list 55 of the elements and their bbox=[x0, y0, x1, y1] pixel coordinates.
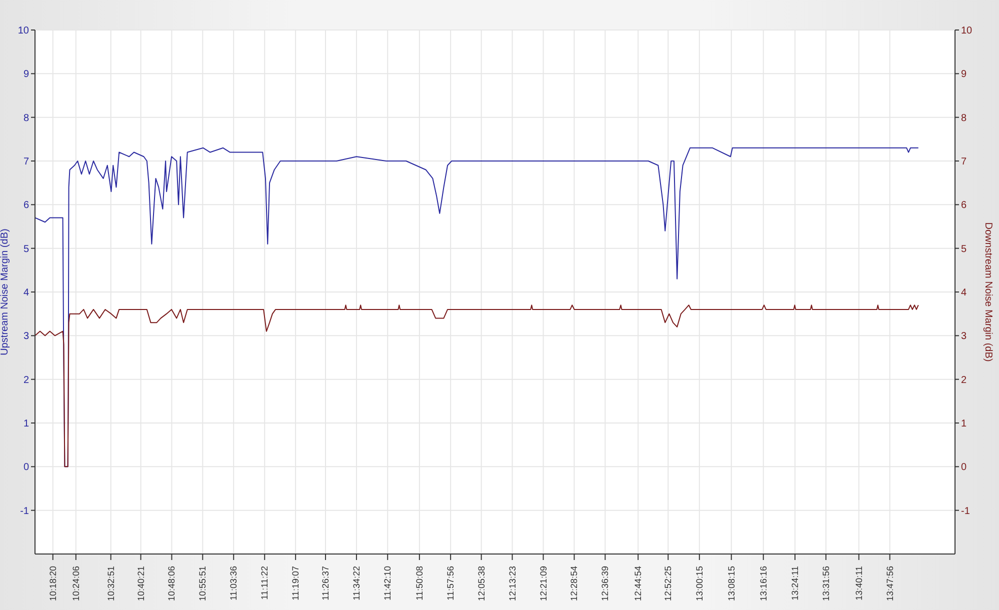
y2-tick-label: -1 bbox=[961, 506, 970, 517]
x-tick-label: 13:16:16 bbox=[758, 566, 768, 602]
y2-tick-label: 8 bbox=[961, 112, 967, 124]
x-tick-label: 12:13:23 bbox=[507, 566, 518, 602]
y-tick-label: -1 bbox=[20, 506, 30, 517]
y2-tick-label: 0 bbox=[961, 462, 967, 474]
x-tick-label: 12:05:38 bbox=[476, 566, 486, 602]
y2-tick-label: 6 bbox=[961, 200, 967, 212]
x-tick-label: 13:47:56 bbox=[884, 566, 895, 602]
y-tick-label: 2 bbox=[23, 374, 30, 386]
x-tick-label: 12:28:54 bbox=[569, 566, 580, 602]
x-tick-label: 13:00:15 bbox=[694, 566, 704, 602]
y-axis-title: Upstream Noise Margin (dB) bbox=[0, 228, 11, 356]
x-tick-label: 10:32:51 bbox=[106, 566, 116, 602]
y-tick-label: 7 bbox=[23, 156, 30, 168]
y-tick-label: 10 bbox=[18, 26, 30, 37]
y-tick-label: 0 bbox=[23, 462, 30, 474]
x-tick-label: 13:31:56 bbox=[820, 566, 831, 602]
y-tick-label: 5 bbox=[23, 244, 30, 255]
y-tick-label: 9 bbox=[23, 69, 30, 80]
y2-axis-title: Downstream Noise Margin (dB) bbox=[982, 222, 994, 362]
y2-tick-label: 5 bbox=[961, 244, 967, 255]
y2-tick-label: 1 bbox=[961, 418, 967, 430]
y-tick-label: 1 bbox=[23, 418, 30, 430]
y-tick-label: 3 bbox=[23, 331, 30, 342]
x-tick-label: 12:44:54 bbox=[633, 566, 644, 602]
x-tick-label: 11:19:07 bbox=[290, 566, 301, 600]
x-tick-label: 10:18:20 bbox=[48, 566, 58, 602]
y2-tick-label: 7 bbox=[961, 156, 967, 168]
x-tick-label: 12:52:25 bbox=[663, 566, 674, 602]
y2-tick-label: 9 bbox=[961, 69, 967, 80]
y-tick-label: 6 bbox=[23, 200, 30, 212]
x-tick-label: 11:11:22 bbox=[260, 566, 270, 600]
x-tick-label: 11:34:22 bbox=[351, 566, 362, 600]
x-tick-label: 11:42:10 bbox=[382, 566, 393, 600]
x-tick-label: 10:40:21 bbox=[136, 566, 146, 602]
x-tick-label: 11:57:56 bbox=[446, 566, 456, 600]
x-tick-label: 10:24:06 bbox=[70, 566, 81, 602]
x-tick-label: 12:36:39 bbox=[600, 566, 610, 602]
y2-tick-label: 10 bbox=[961, 26, 973, 37]
y-tick-label: 8 bbox=[23, 112, 30, 124]
y2-tick-label: 2 bbox=[961, 374, 967, 386]
x-tick-label: 13:40:11 bbox=[854, 566, 864, 600]
x-tick-label: 12:21:09 bbox=[538, 566, 548, 602]
x-tick-label: 11:26:37 bbox=[320, 566, 331, 600]
y2-tick-label: 3 bbox=[961, 331, 967, 342]
x-tick-label: 11:03:36 bbox=[228, 566, 239, 600]
x-tick-label: 13:24:11 bbox=[790, 566, 800, 600]
y2-tick-label: 4 bbox=[961, 288, 967, 299]
x-tick-label: 13:08:15 bbox=[726, 566, 736, 602]
x-tick-label: 10:48:06 bbox=[166, 566, 177, 602]
x-tick-label: 10:55:51 bbox=[198, 566, 208, 602]
y-tick-label: 4 bbox=[23, 288, 30, 299]
line-series bbox=[35, 304, 919, 468]
x-tick-label: 11:50:08 bbox=[414, 566, 424, 600]
